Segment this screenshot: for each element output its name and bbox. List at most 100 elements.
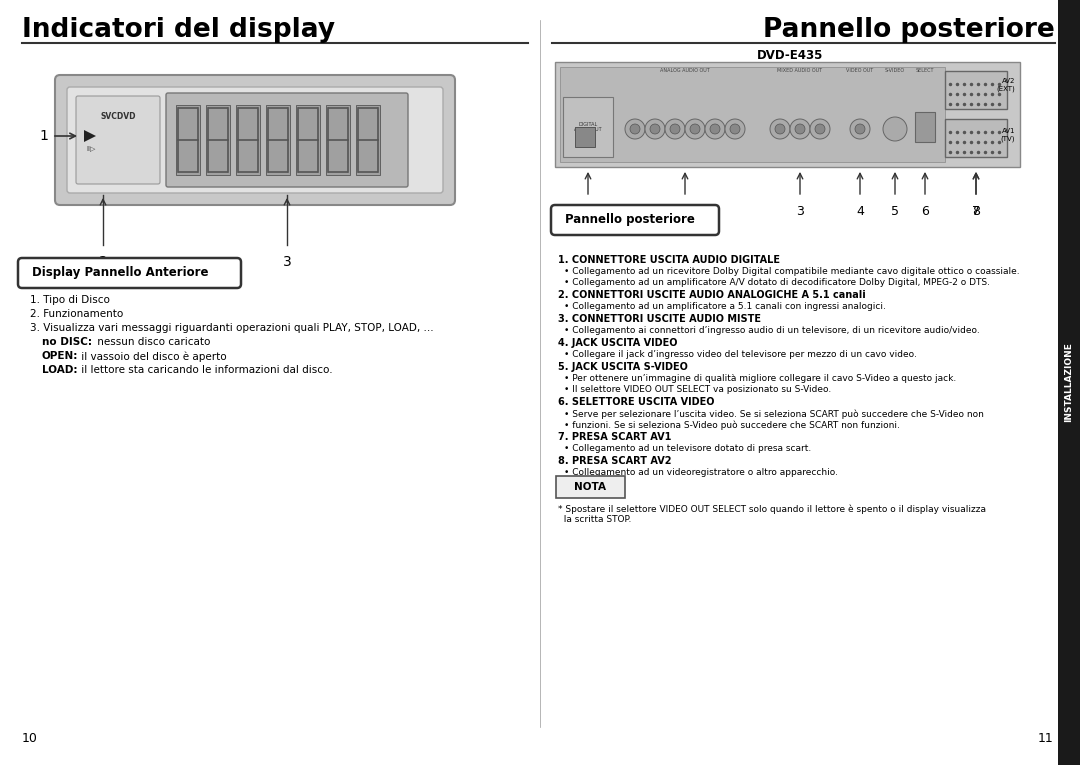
- Text: NOTA: NOTA: [573, 482, 606, 492]
- Text: 4. JACK USCITA VIDEO: 4. JACK USCITA VIDEO: [558, 338, 677, 348]
- Text: S-VIDEO: S-VIDEO: [885, 68, 905, 73]
- Text: 8: 8: [972, 205, 980, 218]
- Text: • Collegamento ad un amplificatore A/V dotato di decodificatore Dolby Digital, M: • Collegamento ad un amplificatore A/V d…: [564, 278, 990, 287]
- FancyBboxPatch shape: [55, 75, 455, 205]
- Text: 2: 2: [681, 205, 689, 218]
- Circle shape: [770, 119, 789, 139]
- FancyBboxPatch shape: [67, 87, 443, 193]
- Bar: [555, 62, 1020, 167]
- Text: OPEN:: OPEN:: [42, 351, 79, 361]
- FancyBboxPatch shape: [18, 258, 241, 288]
- Text: 7. PRESA SCART AV1: 7. PRESA SCART AV1: [558, 432, 672, 442]
- Text: 6: 6: [921, 205, 929, 218]
- Text: ANALOG AUDIO OUT: ANALOG AUDIO OUT: [660, 68, 710, 73]
- Bar: [561, 67, 945, 162]
- Text: SVCDVD: SVCDVD: [100, 112, 136, 121]
- Text: la scritta STOP.: la scritta STOP.: [558, 515, 632, 524]
- Bar: [296, 105, 320, 175]
- Text: • Per ottenere un’immagine di qualità migliore collegare il cavo S-Video a quest: • Per ottenere un’immagine di qualità mi…: [564, 374, 956, 383]
- Text: 5. JACK USCITA S-VIDEO: 5. JACK USCITA S-VIDEO: [558, 362, 688, 372]
- Circle shape: [775, 124, 785, 134]
- Text: DIGITAL
AUDIO OUT: DIGITAL AUDIO OUT: [575, 122, 602, 132]
- Text: il lettore sta caricando le informazioni dal disco.: il lettore sta caricando le informazioni…: [78, 365, 333, 375]
- Circle shape: [789, 119, 810, 139]
- Circle shape: [645, 119, 665, 139]
- Bar: [356, 105, 380, 175]
- Text: MIXED AUDIO OUT: MIXED AUDIO OUT: [778, 68, 823, 73]
- Text: INSTALLAZIONE: INSTALLAZIONE: [1065, 342, 1074, 422]
- Text: 3. Visualizza vari messaggi riguardanti operazioni quali PLAY, STOP, LOAD, ...: 3. Visualizza vari messaggi riguardanti …: [30, 323, 434, 333]
- Text: • Il selettore VIDEO OUT SELECT va posizionato su S-Video.: • Il selettore VIDEO OUT SELECT va posiz…: [564, 385, 832, 394]
- Circle shape: [855, 124, 865, 134]
- Circle shape: [795, 124, 805, 134]
- Text: LOAD:: LOAD:: [42, 365, 78, 375]
- Text: 1: 1: [39, 129, 48, 143]
- Bar: [266, 105, 291, 175]
- Text: DVD-E435: DVD-E435: [757, 49, 823, 62]
- Text: 2. CONNETTORI USCITE AUDIO ANALOGICHE A 5.1 canali: 2. CONNETTORI USCITE AUDIO ANALOGICHE A …: [558, 290, 866, 300]
- Text: VIDEO OUT: VIDEO OUT: [847, 68, 874, 73]
- Circle shape: [665, 119, 685, 139]
- FancyBboxPatch shape: [166, 93, 408, 187]
- Bar: [575, 127, 595, 147]
- Circle shape: [725, 119, 745, 139]
- Bar: [237, 105, 260, 175]
- Text: 10: 10: [22, 732, 38, 745]
- Circle shape: [690, 124, 700, 134]
- Bar: [1058, 0, 1080, 765]
- Text: • Collegamento ad un televisore dotato di presa scart.: • Collegamento ad un televisore dotato d…: [564, 444, 811, 453]
- Text: 3: 3: [796, 205, 804, 218]
- Text: il vassoio del disco è aperto: il vassoio del disco è aperto: [78, 351, 227, 362]
- Text: SELECT: SELECT: [916, 68, 934, 73]
- Bar: [206, 105, 230, 175]
- Text: II▷: II▷: [86, 145, 95, 151]
- Text: 1. CONNETTORE USCITA AUDIO DIGITALE: 1. CONNETTORE USCITA AUDIO DIGITALE: [558, 255, 780, 265]
- Text: • funzioni. Se si seleziona S-Video può succedere che SCART non funzioni.: • funzioni. Se si seleziona S-Video può …: [564, 420, 900, 429]
- Text: 3. CONNETTORI USCITE AUDIO MISTE: 3. CONNETTORI USCITE AUDIO MISTE: [558, 314, 761, 324]
- Text: * Spostare il selettore VIDEO OUT SELECT solo quando il lettore è spento o il di: * Spostare il selettore VIDEO OUT SELECT…: [558, 504, 986, 513]
- Text: • Collegare il jack d’ingresso video del televisore per mezzo di un cavo video.: • Collegare il jack d’ingresso video del…: [564, 350, 917, 359]
- Circle shape: [705, 119, 725, 139]
- Text: 5: 5: [891, 205, 899, 218]
- Text: 8. PRESA SCART AV2: 8. PRESA SCART AV2: [558, 456, 672, 466]
- Circle shape: [730, 124, 740, 134]
- Circle shape: [685, 119, 705, 139]
- Text: 2: 2: [98, 255, 107, 269]
- Text: 1. Tipo di Disco: 1. Tipo di Disco: [30, 295, 110, 305]
- Text: 4: 4: [856, 205, 864, 218]
- FancyBboxPatch shape: [76, 96, 160, 184]
- Polygon shape: [84, 130, 96, 142]
- Text: no DISC:: no DISC:: [42, 337, 92, 347]
- Text: Pannello posteriore: Pannello posteriore: [764, 17, 1055, 43]
- Text: 6. SELETTORE USCITA VIDEO: 6. SELETTORE USCITA VIDEO: [558, 397, 715, 407]
- Text: nessun disco caricato: nessun disco caricato: [94, 337, 211, 347]
- Bar: [176, 105, 200, 175]
- FancyBboxPatch shape: [551, 205, 719, 235]
- Text: 7: 7: [972, 205, 980, 218]
- Text: • Collegamento ad un amplificatore a 5.1 canali con ingressi analogici.: • Collegamento ad un amplificatore a 5.1…: [564, 302, 886, 311]
- Text: 11: 11: [1037, 732, 1053, 745]
- FancyBboxPatch shape: [556, 476, 625, 498]
- Text: 1: 1: [584, 205, 592, 218]
- Circle shape: [810, 119, 831, 139]
- Circle shape: [630, 124, 640, 134]
- Text: 3: 3: [283, 255, 292, 269]
- Text: • Collegamento ai connettori d’ingresso audio di un televisore, di un ricevitore: • Collegamento ai connettori d’ingresso …: [564, 326, 980, 335]
- Text: AV2
(EXT): AV2 (EXT): [996, 78, 1015, 92]
- Circle shape: [625, 119, 645, 139]
- Bar: [563, 97, 613, 157]
- Text: • Collegamento ad un ricevitore Dolby Digital compatibile mediante cavo digitale: • Collegamento ad un ricevitore Dolby Di…: [564, 267, 1020, 276]
- Circle shape: [710, 124, 720, 134]
- Circle shape: [883, 117, 907, 141]
- Text: • Collegamento ad un videoregistratore o altro apparecchio.: • Collegamento ad un videoregistratore o…: [564, 468, 838, 477]
- Text: • Serve per selezionare l’uscita video. Se si seleziona SCART può succedere che : • Serve per selezionare l’uscita video. …: [564, 409, 984, 418]
- Text: Pannello posteriore: Pannello posteriore: [565, 213, 694, 226]
- Circle shape: [815, 124, 825, 134]
- Text: Display Pannello Anteriore: Display Pannello Anteriore: [32, 265, 208, 278]
- Text: Indicatori del display: Indicatori del display: [22, 17, 335, 43]
- Circle shape: [650, 124, 660, 134]
- Circle shape: [850, 119, 870, 139]
- Bar: [945, 71, 1007, 109]
- Text: AV1
(TV): AV1 (TV): [1000, 129, 1015, 142]
- Circle shape: [670, 124, 680, 134]
